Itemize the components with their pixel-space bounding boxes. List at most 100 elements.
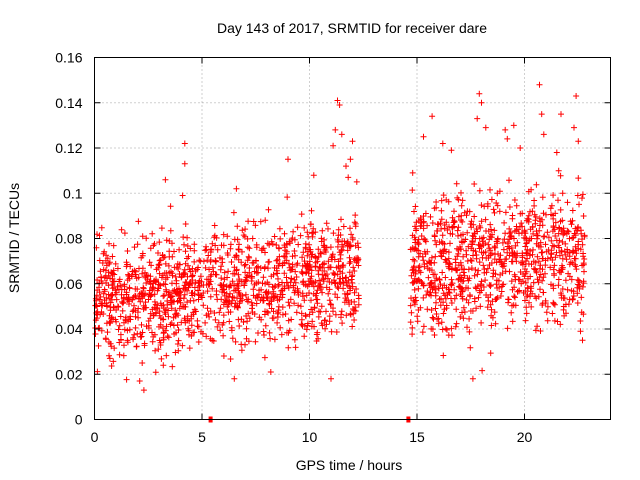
data-point — [575, 138, 582, 145]
data-point — [463, 251, 470, 258]
data-point — [563, 256, 570, 263]
data-point — [494, 236, 501, 243]
data-point — [318, 320, 325, 327]
data-point — [334, 271, 341, 278]
data-point — [543, 309, 550, 316]
data-point — [128, 273, 135, 280]
data-point — [158, 274, 165, 281]
data-point — [504, 249, 511, 256]
data-point — [119, 298, 125, 305]
y-tick-label: 0 — [75, 412, 83, 428]
data-point — [565, 301, 572, 308]
data-point — [262, 217, 269, 224]
data-point — [304, 252, 311, 259]
data-point — [315, 313, 322, 320]
data-point — [319, 289, 326, 296]
data-point — [577, 328, 584, 335]
data-point — [540, 274, 547, 281]
data-point — [135, 274, 142, 281]
data-point — [458, 202, 465, 209]
data-point — [203, 246, 210, 253]
data-point — [231, 294, 237, 301]
data-point — [436, 296, 443, 303]
data-point — [511, 197, 518, 203]
data-point — [437, 281, 444, 288]
data-point — [266, 329, 273, 336]
data-point — [502, 230, 509, 237]
data-point — [484, 203, 491, 210]
data-point — [117, 331, 124, 338]
data-point — [534, 323, 541, 330]
data-point — [537, 271, 544, 278]
data-point — [108, 343, 115, 350]
data-point — [432, 305, 439, 312]
data-point — [157, 339, 164, 346]
data-point — [169, 280, 175, 287]
data-point — [466, 275, 473, 282]
data-point — [172, 273, 179, 280]
data-point — [340, 223, 347, 230]
data-point — [570, 247, 576, 254]
data-point — [147, 273, 154, 280]
data-point — [524, 255, 531, 262]
data-point — [167, 299, 174, 306]
data-point — [471, 272, 478, 279]
data-point — [334, 294, 341, 301]
data-point — [214, 296, 221, 303]
data-point — [308, 297, 314, 304]
data-point — [147, 281, 154, 288]
data-point — [547, 264, 554, 271]
data-point — [339, 320, 346, 327]
data-point — [92, 295, 99, 302]
data-point — [328, 375, 334, 382]
data-point — [544, 317, 551, 324]
data-point — [181, 140, 188, 147]
data-point — [548, 281, 554, 288]
data-point — [562, 277, 569, 284]
data-point — [132, 271, 139, 278]
data-point — [242, 291, 249, 298]
data-point — [298, 321, 305, 328]
data-point — [454, 194, 461, 201]
data-point — [482, 216, 489, 223]
data-point — [463, 212, 470, 219]
data-point — [522, 279, 529, 286]
data-point — [491, 209, 498, 216]
data-point — [442, 274, 449, 281]
data-point — [351, 268, 358, 274]
data-point — [319, 227, 326, 234]
data-point — [123, 376, 130, 383]
data-point — [568, 276, 575, 283]
data-point — [163, 323, 170, 330]
data-point — [539, 266, 546, 273]
data-point — [152, 309, 159, 316]
data-point — [108, 363, 115, 369]
data-point — [182, 248, 189, 255]
data-point — [275, 262, 282, 269]
data-point — [501, 236, 508, 243]
data-point — [245, 338, 252, 345]
data-point — [569, 235, 576, 241]
data-point — [261, 265, 268, 272]
data-point — [570, 293, 577, 299]
data-point — [564, 199, 571, 206]
data-point — [234, 302, 240, 309]
data-point — [323, 308, 329, 315]
data-point — [239, 297, 246, 304]
data-point — [198, 328, 204, 335]
data-point — [118, 226, 125, 233]
data-point — [410, 246, 417, 252]
data-point — [325, 264, 332, 271]
data-point — [169, 272, 176, 279]
data-point — [508, 258, 515, 265]
data-point — [467, 293, 474, 300]
y-tick-labels: 0 0.02 0.04 0.06 0.08 0.1 0.12 0.14 0.16 — [55, 50, 82, 428]
data-point — [526, 299, 532, 306]
data-point — [140, 284, 147, 291]
data-point — [451, 208, 457, 215]
data-point — [487, 186, 493, 193]
data-point — [432, 253, 439, 260]
data-point — [119, 307, 126, 314]
data-point — [121, 230, 128, 237]
